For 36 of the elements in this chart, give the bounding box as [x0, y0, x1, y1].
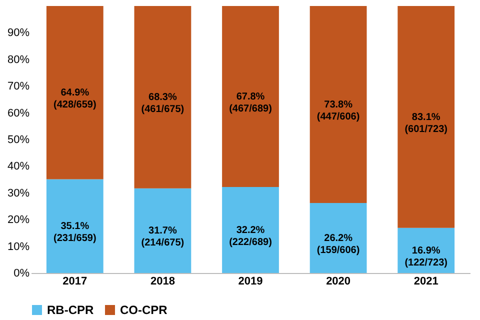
data-label: 35.1% (231/659)	[53, 221, 96, 244]
data-label: 31.7% (214/675)	[141, 226, 184, 249]
bar	[398, 6, 455, 228]
y-tick-label: 0%	[14, 268, 30, 280]
bar	[46, 179, 104, 273]
x-tick-label: 2017	[62, 276, 88, 288]
bar	[222, 187, 279, 273]
bar	[222, 6, 279, 188]
bar	[310, 6, 367, 204]
bar	[310, 203, 367, 273]
x-tick-label: 2018	[150, 276, 175, 288]
y-tick-label: 70%	[7, 80, 30, 93]
data-label: 16.9% (122/723)	[404, 245, 448, 268]
y-tick-label: 40%	[7, 160, 30, 173]
y-tick-label: 90%	[7, 27, 30, 40]
data-label: 68.3% (461/675)	[141, 92, 184, 116]
x-tick-label: 2021	[414, 276, 438, 288]
y-tick-label: 30%	[7, 187, 30, 200]
data-label: 26.2% (159/606)	[316, 233, 360, 256]
data-label: 67.8% (467/689)	[229, 92, 272, 115]
y-tick-label: 50%	[7, 134, 30, 146]
data-label: 32.2% (222/689)	[229, 225, 272, 248]
data-label: 83.1% (601/723)	[404, 112, 448, 135]
bar	[134, 6, 192, 188]
y-tick-label: 10%	[7, 240, 30, 253]
x-tick-label: 2020	[326, 276, 351, 288]
bar	[46, 6, 104, 180]
legend-label: CO-CPR	[120, 303, 168, 317]
y-tick-label: 60%	[7, 107, 30, 120]
x-tick-label: 2019	[238, 276, 263, 288]
y-tick-label: 80%	[7, 54, 30, 66]
bar	[134, 188, 192, 273]
legend-label: RB-CPR	[47, 303, 94, 317]
y-tick-label: 20%	[7, 214, 30, 226]
data-label: 73.8% (447/606)	[316, 100, 360, 123]
data-label: 64.9% (428/659)	[53, 88, 96, 111]
